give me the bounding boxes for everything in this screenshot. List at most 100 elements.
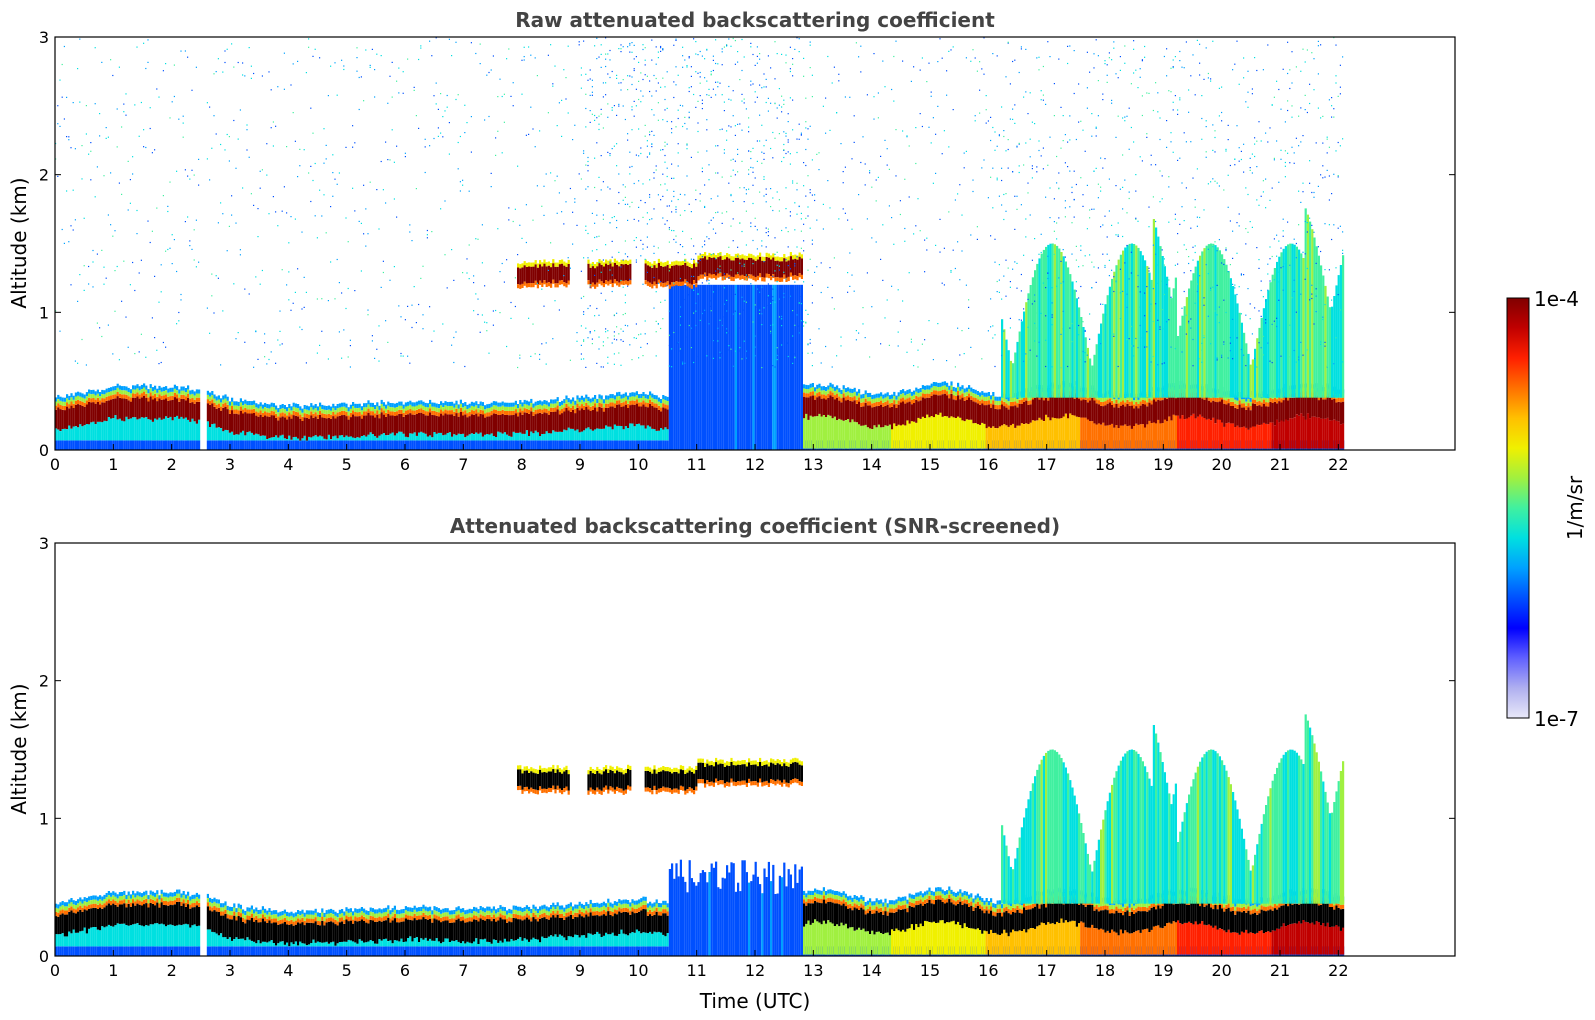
cloud-edge-cell	[664, 282, 667, 287]
noise-cell	[552, 83, 554, 85]
bl-edge-cell	[151, 391, 154, 396]
noise-cell	[763, 158, 765, 160]
noise-cell	[90, 179, 92, 181]
noise-cell	[996, 55, 998, 57]
bl-dense-cell	[457, 416, 460, 434]
noise-cell	[756, 229, 758, 231]
noise-cell	[842, 182, 844, 184]
noise-cell	[673, 81, 675, 83]
bl-edge-cell	[1047, 396, 1050, 401]
noise-cell	[710, 70, 712, 73]
bl-lower-cell	[246, 432, 249, 441]
bl-base-cell	[598, 440, 601, 450]
bl-edge-cell	[563, 403, 566, 408]
noise-cell	[492, 310, 494, 312]
noise-cell	[567, 257, 569, 259]
noise-cell	[1014, 104, 1016, 106]
cloud-cell	[519, 268, 522, 285]
bl-edge-cell	[941, 390, 944, 395]
bl-edge-cell	[651, 397, 654, 402]
aerosol-cell	[750, 284, 753, 450]
bl-edge-cell	[270, 406, 273, 411]
noise-cell	[492, 324, 494, 326]
cloud-edge-cell	[743, 255, 746, 260]
noise-cell	[781, 160, 783, 163]
bl-edge-cell	[928, 393, 931, 398]
bl-base-cell	[451, 440, 454, 450]
noise-cell	[767, 295, 769, 297]
bl-lower-cell	[327, 434, 330, 441]
noise-cell	[838, 80, 840, 82]
cloud-edge-cell	[785, 277, 788, 282]
noise-cell	[906, 351, 908, 353]
bl-edge-cell	[127, 396, 130, 401]
noise-cell	[1007, 267, 1009, 269]
noise-cell	[321, 215, 323, 217]
bl-edge-cell	[105, 392, 108, 397]
cloud-edge-cell	[622, 260, 625, 265]
bl-edge-cell	[561, 404, 564, 409]
bl-edge-cell	[363, 411, 366, 416]
noise-cell	[435, 37, 437, 39]
bl-lower-cell	[556, 431, 559, 441]
cloud-edge-cell	[653, 281, 656, 286]
bl-edge-cell	[488, 412, 491, 417]
cloud-cell	[521, 267, 524, 284]
bl-lower-cell	[134, 417, 137, 441]
cloud-cell	[712, 257, 715, 274]
bl-edge-cell	[492, 405, 495, 410]
bl-base-cell	[266, 440, 269, 450]
bl-edge-cell	[578, 397, 581, 402]
bl-edge-cell	[613, 403, 616, 408]
cloud-edge-cell	[660, 282, 663, 287]
noise-cell	[211, 147, 213, 149]
noise-cell	[418, 127, 420, 129]
noise-cell	[488, 115, 490, 118]
noise-cell	[598, 348, 600, 350]
bl-base-cell	[334, 440, 337, 450]
noise-cell	[805, 309, 807, 311]
bl-edge-cell	[182, 394, 185, 399]
bl-edge-cell	[272, 407, 275, 412]
noise-cell	[92, 249, 94, 252]
noise-cell	[787, 231, 789, 233]
noise-cell	[583, 295, 585, 298]
noise-cell	[816, 219, 818, 221]
noise-cell	[886, 148, 888, 150]
bl-base-cell	[409, 440, 412, 450]
bl-base-cell	[558, 440, 561, 450]
bl-edge-cell	[107, 396, 110, 401]
bl-lower-cell	[1049, 420, 1052, 449]
noise-cell	[314, 48, 316, 50]
noise-cell	[666, 220, 668, 222]
bl-edge-cell	[860, 398, 863, 403]
bl-edge-cell	[862, 402, 865, 407]
noise-cell	[272, 196, 274, 198]
bl-edge-cell	[523, 404, 526, 409]
noise-cell	[508, 48, 510, 50]
noise-cell	[772, 324, 774, 326]
noise-cell	[422, 328, 424, 330]
bl-edge-cell	[385, 412, 388, 417]
bl-dense-cell	[807, 397, 810, 420]
noise-cell	[809, 338, 811, 341]
bl-edge-cell	[501, 409, 504, 414]
bl-lower-cell	[158, 417, 161, 441]
noise-cell	[836, 355, 838, 357]
bl-edge-cell	[422, 405, 425, 410]
noise-cell	[433, 330, 435, 332]
bl-dense-cell	[349, 417, 352, 437]
bl-edge-cell	[121, 394, 124, 399]
noise-cell	[459, 135, 461, 138]
bl-dense-cell	[803, 396, 806, 419]
noise-cell	[664, 141, 666, 143]
bl-edge-cell	[847, 395, 850, 400]
noise-cell	[543, 305, 545, 307]
noise-cell	[679, 193, 681, 195]
bl-base-cell	[631, 440, 634, 450]
noise-cell	[1009, 317, 1011, 319]
bl-dense-cell	[312, 417, 315, 437]
bl-dense-cell	[954, 400, 957, 418]
noise-cell	[589, 331, 591, 333]
bl-edge-cell	[525, 408, 528, 413]
